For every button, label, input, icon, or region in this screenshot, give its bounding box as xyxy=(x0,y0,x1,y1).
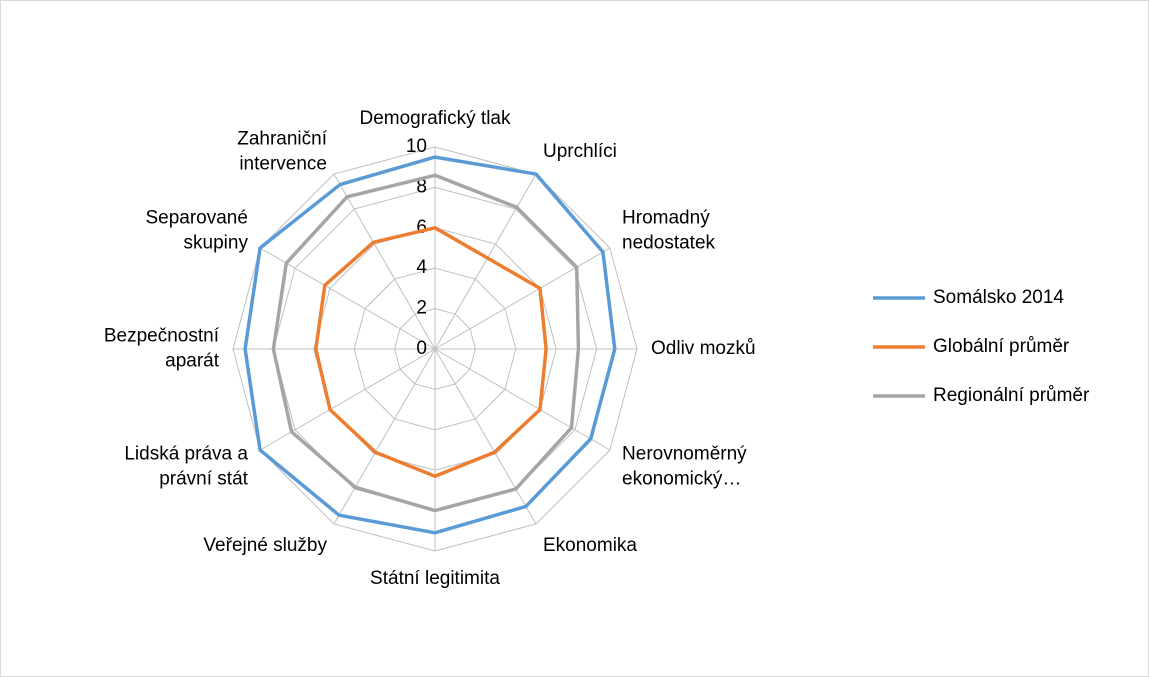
spoke xyxy=(434,247,611,350)
series-line xyxy=(314,226,548,479)
spoke xyxy=(259,247,436,350)
category-label: Nerovnoměrný ekonomický… xyxy=(622,444,747,490)
spoke xyxy=(434,173,537,350)
category-label: Separované skupiny xyxy=(145,208,248,254)
category-label: Bezpečnostní aparát xyxy=(104,326,220,372)
series-line xyxy=(243,155,617,535)
category-label: Zahraniční intervence xyxy=(237,128,327,174)
r-tick-label: 10 xyxy=(406,136,427,157)
r-tick-label: 0 xyxy=(416,338,427,359)
category-label: Ekonomika xyxy=(543,535,637,556)
r-tick-label: 4 xyxy=(416,257,427,278)
spoke xyxy=(434,348,611,451)
spoke xyxy=(333,173,436,350)
spoke xyxy=(259,348,436,451)
category-label: Veřejné služby xyxy=(203,535,327,556)
series-line xyxy=(271,173,581,513)
legend-label: Somálsko 2014 xyxy=(933,287,1064,308)
category-label: Státní legitimita xyxy=(370,568,500,589)
legend-label: Globální průměr xyxy=(933,336,1070,357)
category-label: Uprchlíci xyxy=(543,141,617,162)
category-label: Lidská práva a právní stát xyxy=(124,444,248,490)
category-label: Demografický tlak xyxy=(360,108,511,129)
r-tick-label: 2 xyxy=(416,298,427,319)
spoke xyxy=(333,348,436,525)
spoke xyxy=(434,348,537,525)
r-tick-label: 6 xyxy=(416,217,427,238)
category-label: Hromadný nedostatek xyxy=(622,208,715,254)
r-tick-label: 8 xyxy=(416,176,427,197)
legend-label: Regionální průměr xyxy=(933,385,1090,406)
category-label: Odliv mozků xyxy=(651,338,756,359)
